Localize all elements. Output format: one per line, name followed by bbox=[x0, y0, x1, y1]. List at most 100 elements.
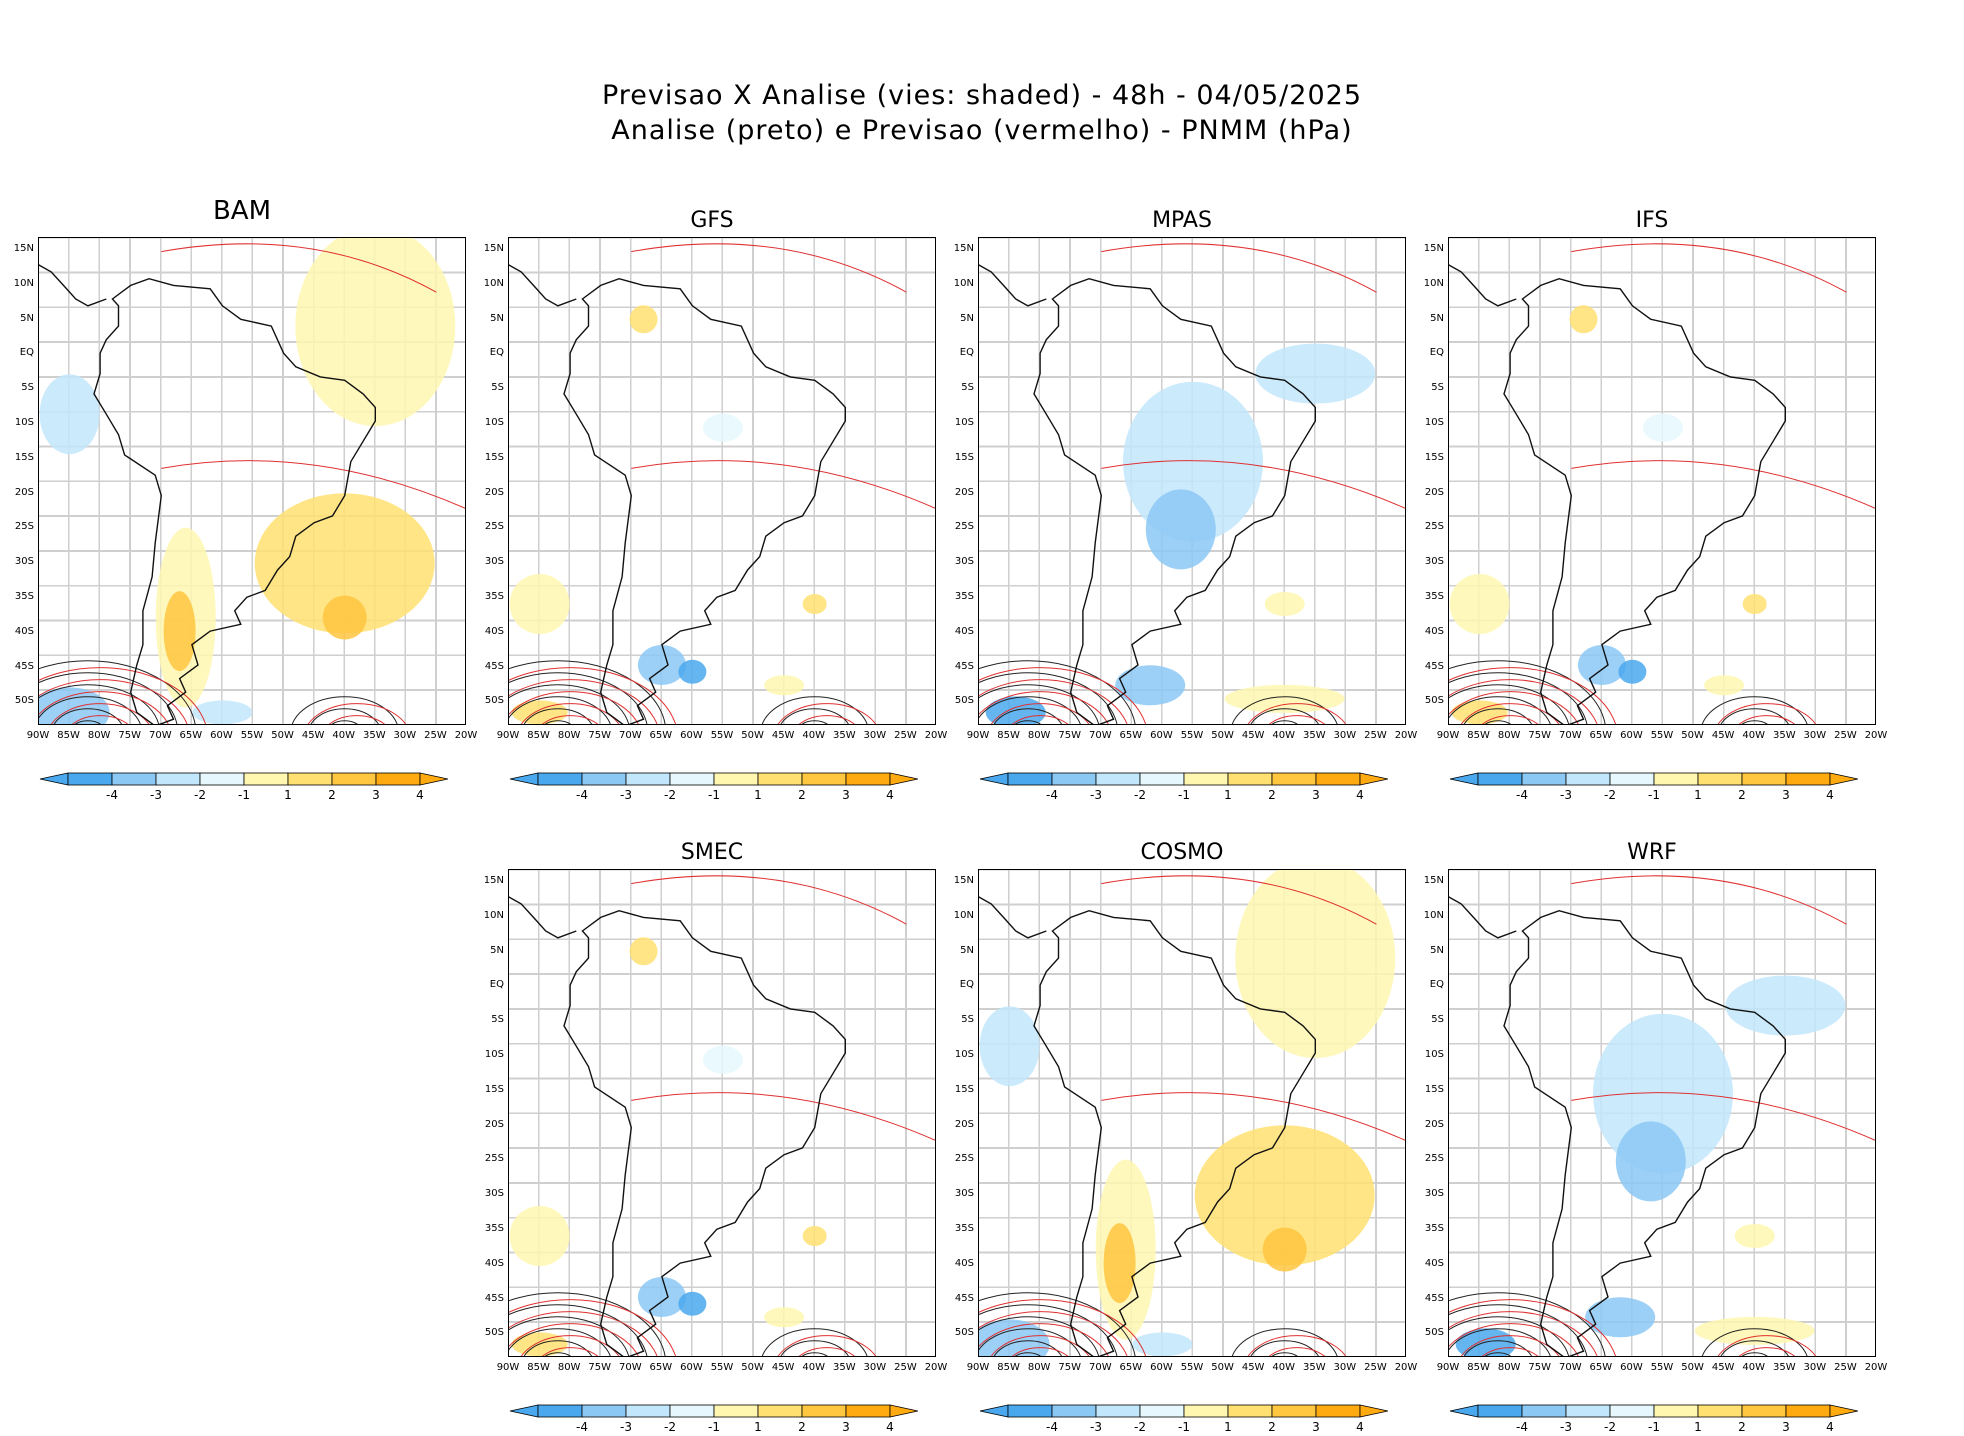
colorbar-arrow-high bbox=[889, 1404, 918, 1418]
lat-tick-label: 10S bbox=[954, 1049, 974, 1060]
colorbar-segment bbox=[669, 772, 715, 786]
south-america-coastline bbox=[93, 277, 376, 724]
bias-shading bbox=[1569, 305, 1598, 334]
bias-shading bbox=[1643, 413, 1683, 442]
colorbar-label: 3 bbox=[842, 1420, 850, 1434]
isobar-contour bbox=[1101, 460, 1405, 509]
isobar-contour bbox=[1484, 720, 1512, 724]
lon-tick-label: 90W bbox=[966, 1362, 990, 1373]
colorbar-segment bbox=[581, 772, 627, 786]
bias-shading bbox=[322, 595, 367, 640]
colorbar-segment bbox=[1227, 772, 1273, 786]
colorbar-segment bbox=[1697, 1404, 1743, 1418]
colorbar-segment bbox=[581, 1404, 627, 1418]
lat-tick-label: 5N bbox=[1430, 944, 1444, 956]
colorbar-segment bbox=[801, 1404, 847, 1418]
lon-tick-label: 55W bbox=[240, 730, 264, 741]
lat-tick-label: 5N bbox=[1430, 312, 1444, 324]
colorbar-arrow-high bbox=[1829, 772, 1858, 786]
colorbar-label: -1 bbox=[708, 788, 720, 802]
lon-tick-label: 75W bbox=[1058, 730, 1082, 741]
isobar-contour bbox=[979, 1323, 1109, 1356]
colorbar-segment bbox=[1653, 1404, 1699, 1418]
bias-shading bbox=[1145, 489, 1216, 570]
colorbar-segment bbox=[1653, 772, 1699, 786]
colorbar-segment bbox=[287, 772, 333, 786]
isobar-contour bbox=[1717, 1335, 1817, 1356]
bias-shading bbox=[678, 1291, 707, 1316]
lat-tick-label: 5N bbox=[960, 944, 974, 956]
lon-tick-label: 75W bbox=[588, 730, 612, 741]
isobar-contour bbox=[1449, 672, 1588, 724]
colorbar-segment bbox=[1227, 1404, 1273, 1418]
panel-title: IFS bbox=[1635, 208, 1669, 233]
isobar-contour bbox=[39, 679, 188, 724]
bias-shading bbox=[1103, 1223, 1136, 1304]
central-america-coastline bbox=[979, 896, 1047, 939]
lat-tick-label: 50S bbox=[1424, 1327, 1444, 1339]
lat-tick-label: 15S bbox=[1424, 1083, 1444, 1095]
lon-tick-label: 60W bbox=[1150, 730, 1173, 741]
lon-tick-label: 70W bbox=[1088, 1362, 1112, 1373]
lat-tick-label: 40S bbox=[1424, 625, 1444, 637]
lon-tick-label: 40W bbox=[1272, 730, 1296, 741]
isobar-contour bbox=[1231, 696, 1338, 724]
lat-tick-label: 15S bbox=[954, 451, 974, 463]
isobar-contour bbox=[1449, 691, 1579, 724]
central-america-coastline bbox=[509, 896, 577, 939]
colorbar-segment bbox=[845, 1404, 891, 1418]
lon-tick-label: 20W bbox=[924, 1362, 948, 1373]
colorbar-segment bbox=[375, 772, 421, 786]
colorbar-segment bbox=[243, 772, 289, 786]
colorbar-label: -2 bbox=[1134, 1420, 1146, 1434]
lat-tick-label: 15N bbox=[953, 243, 974, 254]
colorbar-label: -1 bbox=[1178, 1420, 1190, 1434]
isobar-contour bbox=[509, 1316, 630, 1356]
colorbar-label: -1 bbox=[708, 1420, 720, 1434]
map-plot bbox=[508, 869, 936, 1357]
isobar-contour bbox=[1101, 1092, 1405, 1141]
lat-tick-label: 50S bbox=[484, 1327, 504, 1339]
isobar-contour bbox=[1247, 1335, 1347, 1356]
lon-tick-label: 55W bbox=[1650, 1362, 1674, 1373]
colorbar-arrow-low bbox=[39, 772, 69, 786]
colorbar-label: -2 bbox=[664, 788, 676, 802]
map-plot bbox=[38, 237, 466, 725]
colorbar-segment bbox=[1741, 1404, 1787, 1418]
colorbar-label: 3 bbox=[1312, 788, 1320, 802]
lat-tick-label: 25S bbox=[484, 521, 504, 533]
bias-shading bbox=[629, 937, 658, 966]
isobar-contour bbox=[761, 696, 868, 724]
lat-tick-label: 10N bbox=[953, 909, 974, 921]
isobar-contour bbox=[990, 703, 1090, 724]
panel-title: WRF bbox=[1627, 840, 1677, 865]
isobar-contour bbox=[509, 679, 658, 724]
colorbar-segment bbox=[1565, 1404, 1611, 1418]
bias-shading bbox=[629, 305, 658, 334]
lon-tick-label: 50W bbox=[271, 730, 294, 741]
south-america-coastline bbox=[1503, 277, 1786, 724]
colorbar: -4 -3 -2 -1 1 2 3 4 bbox=[1448, 772, 1858, 802]
isobar-contour bbox=[1014, 720, 1042, 724]
lon-tick-label: 60W bbox=[680, 730, 703, 741]
bias-shading bbox=[1449, 574, 1510, 634]
bias-field bbox=[39, 238, 465, 724]
colorbar-label: 1 bbox=[754, 788, 762, 802]
lon-tick-label: 25W bbox=[1364, 1362, 1387, 1373]
lat-tick-label: 20S bbox=[954, 1118, 974, 1130]
lon-tick-label: 40W bbox=[1742, 1362, 1766, 1373]
panel-bam: BAM 15N 10N 5N EQ 5S 10S 15S 20S 25S 30S 35S 40S 45S… bbox=[14, 196, 478, 802]
lat-tick-label: EQ bbox=[959, 979, 974, 991]
isobar-contour bbox=[979, 667, 1147, 724]
figure-subtitle: Analise (preto) e Previsao (vermelho) - … bbox=[611, 115, 1353, 146]
lon-tick-label: 25W bbox=[1364, 730, 1387, 741]
colorbar-segment bbox=[625, 772, 671, 786]
lon-tick-label: 75W bbox=[118, 730, 142, 741]
bias-field bbox=[979, 870, 1405, 1356]
lon-tick-label: 70W bbox=[1558, 1362, 1582, 1373]
isobar-contour bbox=[777, 1335, 877, 1356]
bias-shading bbox=[678, 659, 707, 684]
lat-tick-label: 35S bbox=[484, 1223, 504, 1234]
colorbar-arrow-high bbox=[889, 772, 918, 786]
bias-shading bbox=[39, 687, 110, 724]
